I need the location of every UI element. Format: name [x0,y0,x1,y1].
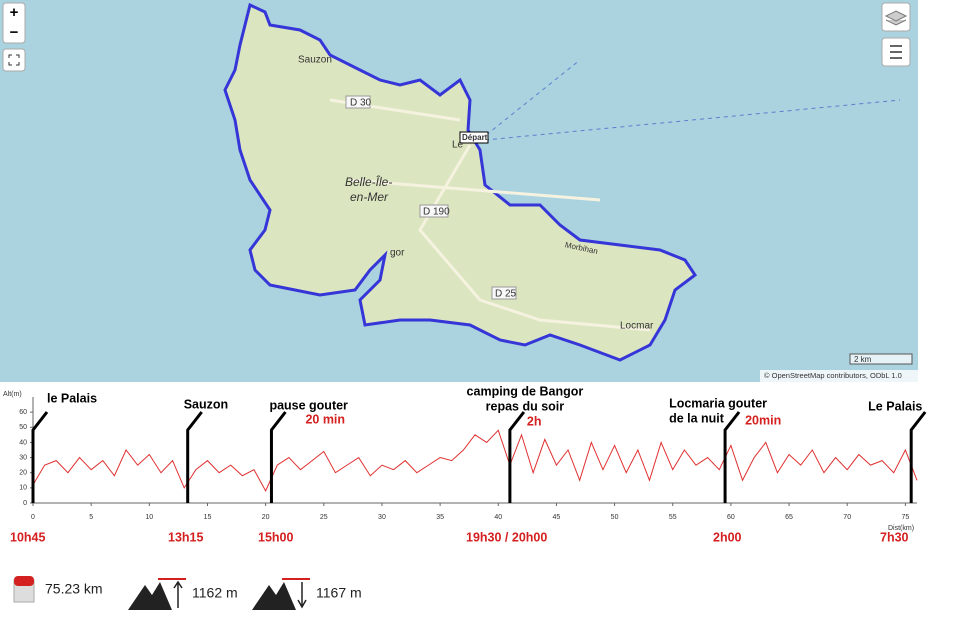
distance-icon-top [14,576,34,586]
map-label: Départ [462,133,488,142]
x-tick-label: 50 [611,514,619,521]
x-tick-label: 20 [262,514,270,521]
x-tick-label: 40 [494,514,502,521]
annotation-time: 19h30 / 20h00 [466,530,547,544]
annotation-label: Le Palais [868,399,922,413]
fullscreen-button[interactable] [2,48,26,72]
annotation-time: 13h15 [168,530,203,544]
annotation-time: 15h00 [258,530,293,544]
ascent-icon [128,582,172,610]
map-label: Locmar [620,321,654,332]
y-tick-label: 10 [19,485,27,492]
zoom-in[interactable]: + [10,4,19,21]
x-tick-label: 15 [204,514,212,521]
attribution-box [760,370,918,382]
map-label: gor [390,248,405,259]
annotation-time: 2h00 [713,530,742,544]
x-tick-label: 65 [785,514,793,521]
annotation-duration: 20 min [305,412,345,426]
descent-arrow [297,582,307,609]
elevation-line [32,429,918,493]
annotation-duration: 2h [527,414,542,428]
y-tick-label: 0 [23,500,27,507]
annotation-line [31,411,49,503]
y-tick-label: 40 [19,439,27,446]
fullscreen-icon [8,54,20,66]
y-axis-label: Alt(m) [3,391,22,398]
map-label: Le [452,140,464,151]
road-shield [345,95,371,109]
distance: 75.23 km [45,581,103,597]
elevation-chart: Alt(m) Dist(km) 0 10 20 30 40 50 60 0 5 10 15 20 25 30 3… [3,384,927,544]
x-tick-label: 25 [320,514,328,521]
annotation-line [186,411,203,503]
annotation-label: Locmaria gouter [669,396,767,410]
marker [459,131,489,144]
x-tick-label: 60 [727,514,735,521]
road-shield [491,286,517,300]
descent-icon [252,582,296,610]
annotation-time: 7h30 [880,530,909,544]
x-tick-label: 70 [843,514,851,521]
map-label: D 30 [350,98,372,109]
x-tick-label: 75 [901,514,909,521]
x-tick-label: 55 [669,514,677,521]
zoom-out[interactable]: − [10,24,19,41]
map-label: en-Mer [350,190,389,204]
x-tick-label: 10 [145,514,153,521]
route [223,2,698,362]
ferry-lines [479,59,901,141]
x-tick-label: 35 [436,514,444,521]
layers-icon [884,10,908,26]
map-label: D 25 [495,289,517,300]
map-label: Belle-Île- [345,174,392,189]
ascent: 1162 m [192,585,238,601]
annotation-time: 10h45 [10,530,45,544]
annotation-label: le Palais [47,391,97,405]
road-shield [419,204,449,218]
menu-icon [890,45,902,59]
y-tick-label: 30 [19,454,27,461]
map-label: Sauzon [298,55,332,66]
annotation-label: de la nuit [669,411,725,425]
annotation-label: pause gouter [269,398,348,412]
zoom-box [2,2,26,44]
x-tick-label: 5 [89,514,93,521]
descent: 1167 m [316,585,362,601]
annotation-label: Sauzon [184,397,228,411]
y-tick-label: 50 [19,424,27,431]
attribution: © OpenStreetMap contributors, ODbL 1.0 [764,371,902,380]
annotation-duration: 20min [745,413,781,427]
map-label: D 190 [423,207,450,218]
annotation-line [508,411,526,503]
annotation-line [269,411,287,503]
annotation-line [909,411,927,503]
y-tick-label: 60 [19,409,27,416]
scale-label: 2 km [854,355,872,364]
zoom-control: + − [2,2,26,72]
x-tick-label: 30 [378,514,386,521]
scale-bar [849,353,913,365]
y-tick-label: 20 [19,470,27,477]
annotation-label: camping de Bangor [467,384,584,398]
x-axis-label: Dist(km) [888,525,914,532]
annotation-label: repas du soir [486,399,565,413]
annotation-line [723,411,741,503]
stats: 75.23 km 1162 m 1167 m [13,576,362,610]
x-tick-label: 0 [31,514,35,521]
x-tick-label: 45 [553,514,561,521]
